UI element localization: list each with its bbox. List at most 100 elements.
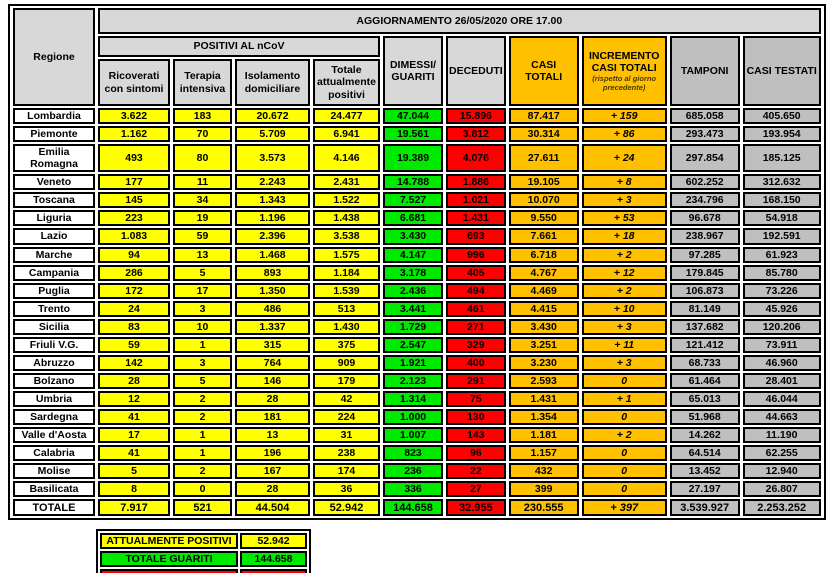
tamponi-cell: 14.262 — [669, 427, 740, 444]
dimessi-guariti-cell: 2.547 — [383, 336, 443, 353]
totale-positivi-cell: 42 — [313, 391, 380, 408]
regione-cell: Valle d'Aosta — [13, 427, 95, 444]
isolamento-cell: 1.196 — [235, 210, 310, 227]
casi-totali-cell: 1.157 — [508, 445, 579, 462]
ricoverati-cell: 8 — [98, 481, 170, 498]
summary-label: TOTALE DECEDUTI — [100, 569, 238, 573]
casi-testati-cell: 120.206 — [742, 318, 821, 335]
incremento-cell: 0 — [581, 409, 667, 426]
casi-totali-cell: 30.314 — [508, 126, 579, 143]
casi-testati-cell: 45.926 — [742, 300, 821, 317]
deceduti-cell: 1.021 — [446, 192, 506, 209]
terapia-cell: 10 — [173, 318, 232, 335]
ricoverati-cell: 493 — [98, 144, 170, 173]
casi-totali-cell: 19.105 — [508, 174, 579, 191]
incremento-cell: + 3 — [581, 192, 667, 209]
regione-cell: Toscana — [13, 192, 95, 209]
incremento-cell: + 53 — [581, 210, 667, 227]
casi-testati-cell: 54.918 — [742, 210, 821, 227]
isolamento-cell: 181 — [235, 409, 310, 426]
summary-row: ATTUALMENTE POSITIVI 52.942 — [100, 533, 307, 550]
tamponi-cell: 61.464 — [669, 372, 740, 389]
incremento-cell: 0 — [581, 463, 667, 480]
ricoverati-cell: 24 — [98, 300, 170, 317]
deceduti-cell: 693 — [446, 228, 506, 245]
totale-positivi-cell: 1.522 — [313, 192, 380, 209]
group-header-row: POSITIVI AL nCoV DIMESSI/ GUARITI DECEDU… — [13, 36, 821, 106]
incremento-cell: + 12 — [581, 264, 667, 281]
ricoverati-cell: 5 — [98, 463, 170, 480]
casi-totali-cell: 4.767 — [508, 264, 579, 281]
regione-cell: Molise — [13, 463, 95, 480]
isolamento-cell: 486 — [235, 300, 310, 317]
regione-cell: Basilicata — [13, 481, 95, 498]
ricoverati-cell: 177 — [98, 174, 170, 191]
tamponi-cell: 96.678 — [669, 210, 740, 227]
deceduti-cell: 329 — [446, 336, 506, 353]
deceduti-cell: 143 — [446, 427, 506, 444]
casi-testati-cell: 28.401 — [742, 372, 821, 389]
terapia-cell: 2 — [173, 409, 232, 426]
ricoverati-cell: 286 — [98, 264, 170, 281]
regione-cell: Puglia — [13, 282, 95, 299]
regione-cell: Friuli V.G. — [13, 336, 95, 353]
incremento-cell: + 2 — [581, 282, 667, 299]
totale-positivi-cell: 179 — [313, 372, 380, 389]
casi-totali-cell: 3.430 — [508, 318, 579, 335]
totale-positivi-cell: 1.575 — [313, 246, 380, 263]
totale-positivi-cell: 1.438 — [313, 210, 380, 227]
totale-positivi-cell: 2.431 — [313, 174, 380, 191]
region-row: Bolzano 28 5 146 179 2.123 291 2.593 0 61.464 28.4… — [13, 372, 821, 389]
summary-body: ATTUALMENTE POSITIVI 52.942 TOTALE GUARITI… — [100, 533, 307, 573]
casi-totali-cell: 7.661 — [508, 228, 579, 245]
isolamento-cell: 2.396 — [235, 228, 310, 245]
casi-totali-cell: 1.354 — [508, 409, 579, 426]
dimessi-guariti-header: DIMESSI/ GUARITI — [383, 36, 443, 106]
tamponi-cell: 51.968 — [669, 409, 740, 426]
casi-testati-cell: 168.150 — [742, 192, 821, 209]
tamponi-cell: 13.452 — [669, 463, 740, 480]
casi-testati-cell: 62.255 — [742, 445, 821, 462]
ricoverati-cell: 3.622 — [98, 108, 170, 125]
isolamento-cell: 2.243 — [235, 174, 310, 191]
incremento-cell: + 1 — [581, 391, 667, 408]
summary-value: 32.955 — [240, 569, 307, 573]
ricoverati-cell: 94 — [98, 246, 170, 263]
casi-testati-cell: 2.253.252 — [742, 499, 821, 517]
regione-cell: Veneto — [13, 174, 95, 191]
region-row: Marche 94 13 1.468 1.575 4.147 996 6.718 + 2 97.2… — [13, 246, 821, 263]
casi-testati-header: CASI TESTATI — [742, 36, 821, 106]
incremento-cell: + 18 — [581, 228, 667, 245]
isolamento-cell: 1.343 — [235, 192, 310, 209]
totale-row: TOTALE 7.917 521 44.504 52.942 144.658 32.955 2… — [13, 499, 821, 517]
positivi-group-header: POSITIVI AL nCoV — [98, 36, 380, 57]
region-row: Sardegna 41 2 181 224 1.000 130 1.354 0 51.968 44.… — [13, 409, 821, 426]
tamponi-cell: 121.412 — [669, 336, 740, 353]
summary-row: TOTALE DECEDUTI32.955 — [100, 569, 307, 573]
ricoverati-cell: 12 — [98, 391, 170, 408]
region-row: Sicilia 83 10 1.337 1.430 1.729 271 3.430 + 3 137… — [13, 318, 821, 335]
regione-cell: Sardegna — [13, 409, 95, 426]
deceduti-cell: 405 — [446, 264, 506, 281]
terapia-cell: 80 — [173, 144, 232, 173]
tamponi-cell: 81.149 — [669, 300, 740, 317]
isolamento-cell: 1.468 — [235, 246, 310, 263]
region-row: Emilia Romagna 493 80 3.573 4.146 19.389 4.076… — [13, 144, 821, 173]
dimessi-guariti-cell: 2.123 — [383, 372, 443, 389]
ricoverati-cell: 223 — [98, 210, 170, 227]
incremento-cell: + 159 — [581, 108, 667, 125]
totale-positivi-cell: 174 — [313, 463, 380, 480]
region-row: Lombardia 3.622 183 20.672 24.477 47.044 15.89… — [13, 108, 821, 125]
terapia-cell: 70 — [173, 126, 232, 143]
dimessi-guariti-cell: 7.527 — [383, 192, 443, 209]
deceduti-cell: 996 — [446, 246, 506, 263]
isolamento-cell: 20.672 — [235, 108, 310, 125]
casi-testati-cell: 73.226 — [742, 282, 821, 299]
ricoverati-cell: 1.083 — [98, 228, 170, 245]
incremento-cell: + 10 — [581, 300, 667, 317]
totale-positivi-cell: 36 — [313, 481, 380, 498]
terapia-cell: 1 — [173, 427, 232, 444]
dimessi-guariti-cell: 144.658 — [383, 499, 443, 517]
terapia-cell: 59 — [173, 228, 232, 245]
title-row: Regione AGGIORNAMENTO 26/05/2020 ORE 17.… — [13, 8, 821, 106]
